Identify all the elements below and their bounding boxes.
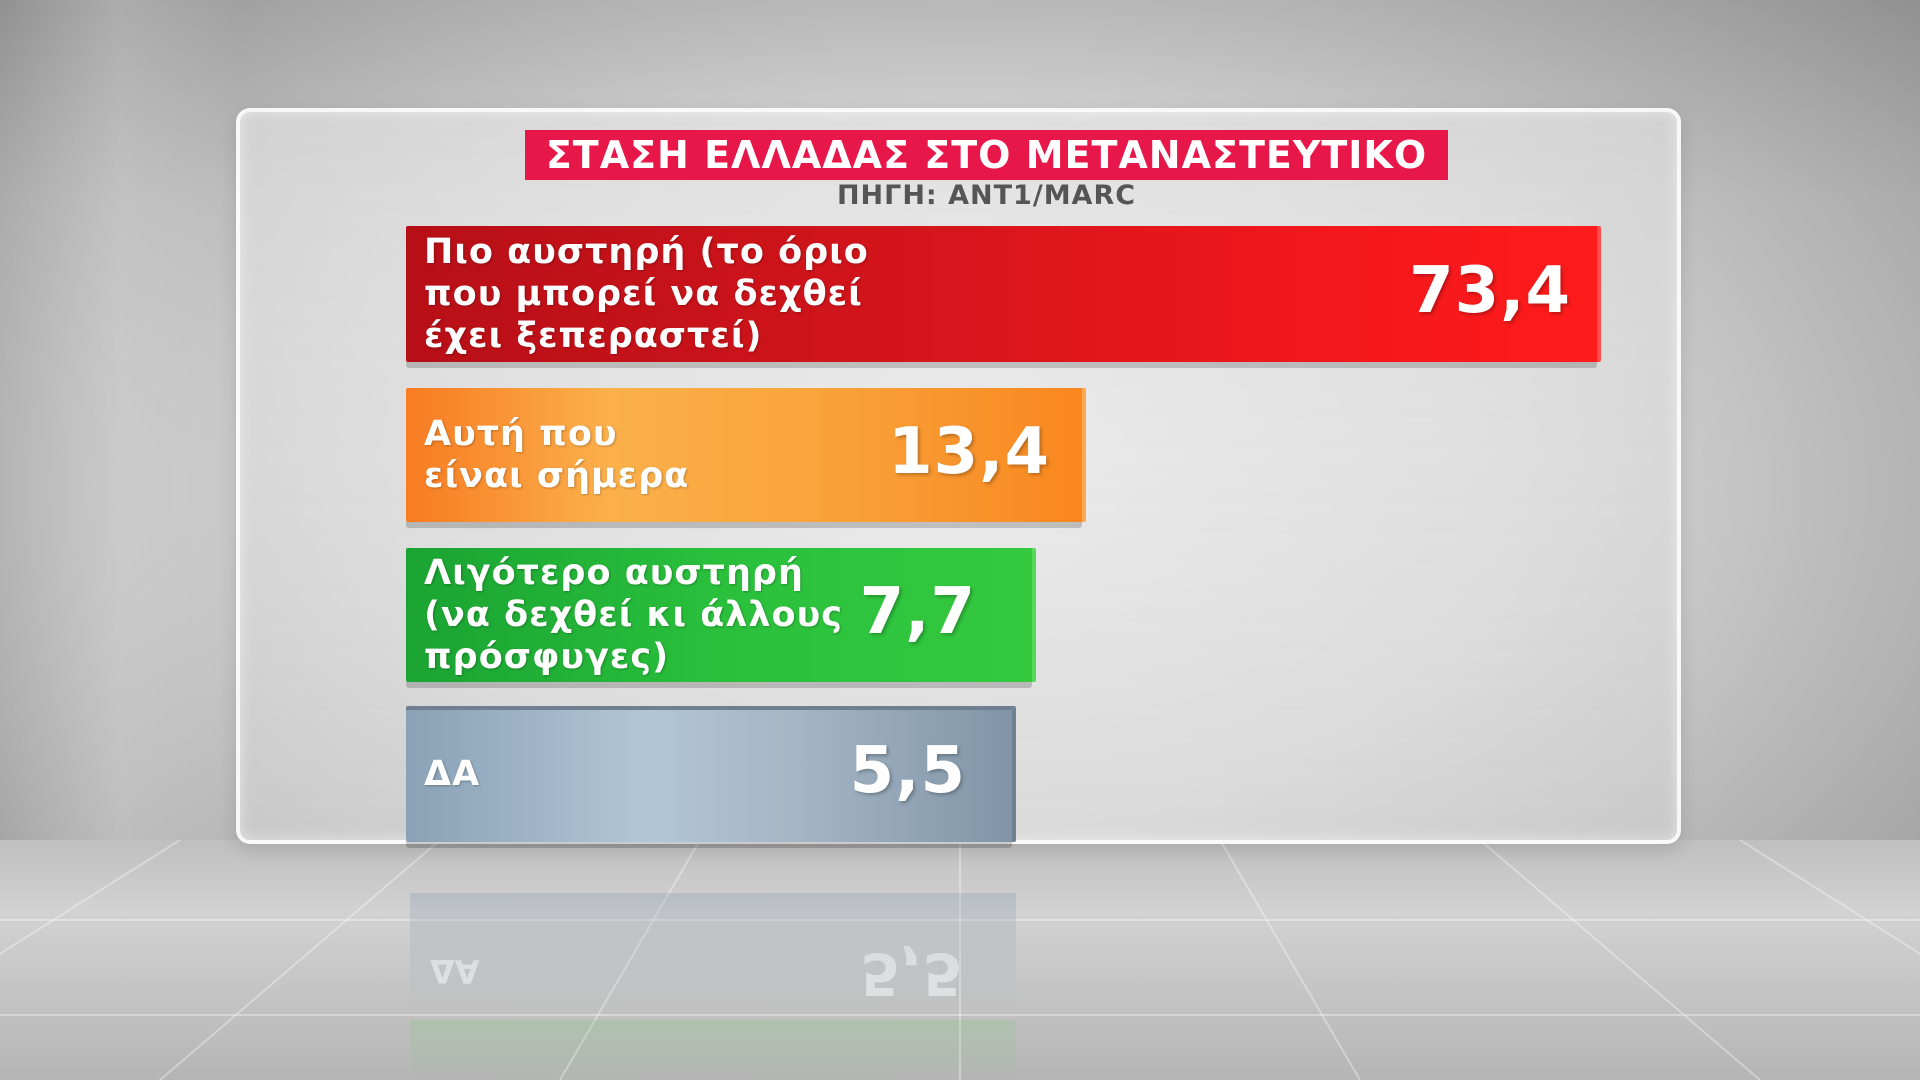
bar-value-label: 5,5 (849, 734, 966, 808)
bar-less-strict (406, 548, 1036, 688)
bar-label: Πιο αυστηρή (το όριο που μπορεί να δεχθε… (424, 232, 869, 356)
bar-label: ΔΑ (424, 754, 481, 794)
chart-title-box: ΣΤΑΣΗ ΕΛΛΑΔΑΣ ΣΤΟ ΜΕΤΑΝΑΣΤΕΥΤΙΚΟ (525, 130, 1448, 180)
studio-floor (0, 840, 1920, 1080)
floor-reflection-secondary (410, 1020, 1016, 1080)
bar-as-today (406, 388, 1086, 528)
chart-title: ΣΤΑΣΗ ΕΛΛΑΔΑΣ ΣΤΟ ΜΕΤΑΝΑΣΤΕΥΤΙΚΟ (545, 133, 1428, 177)
chart-subtitle: ΠΗΓΗ: ANT1/MARC (836, 180, 1137, 211)
bar-value-label: 73,4 (1409, 254, 1571, 328)
floor-grid (0, 840, 1920, 1080)
bar-value-label: 13,4 (888, 415, 1050, 489)
bar-dont-know (406, 706, 1016, 848)
floor-reflection (410, 893, 1016, 1013)
bar-label: Λιγότερο αυστηρή (να δεχθεί κι άλλους πρ… (424, 553, 843, 677)
bar-stricter (406, 226, 1601, 368)
bar-label: Αυτή που είναι σήμερα (424, 414, 690, 496)
bar-value-label: 7,7 (859, 575, 976, 649)
